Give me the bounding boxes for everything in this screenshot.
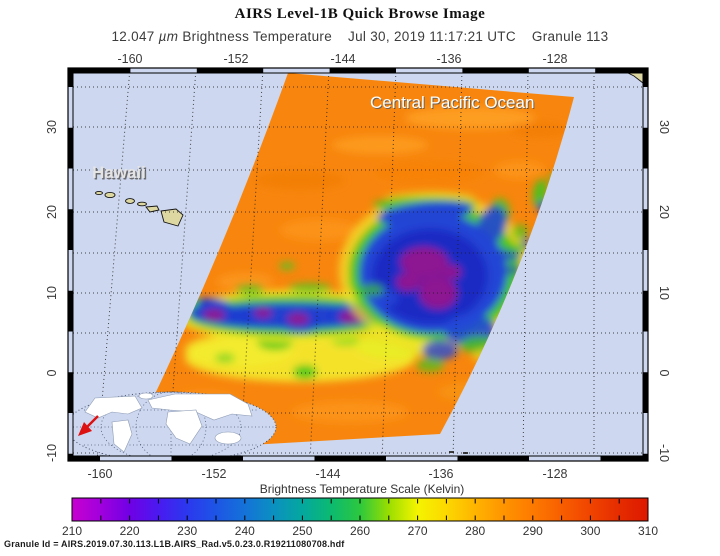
- gridlines: [73, 73, 643, 456]
- hawaii-label-shadow: Hawaii: [94, 165, 148, 184]
- axis-label-right-3: 0: [657, 370, 671, 377]
- colorbar-tick-label: 210: [62, 524, 82, 538]
- colorbar-tick-label: 310: [638, 524, 658, 538]
- colorbar-tick-label: 230: [177, 524, 197, 538]
- colorbar-tick-label: 220: [120, 524, 140, 538]
- colorbar-tick-label: 280: [465, 524, 485, 538]
- region-label-shadow: Central Pacific Ocean: [371, 94, 535, 113]
- axis-label-top-4: -128: [542, 52, 567, 66]
- colorbar-tick-label: 270: [408, 524, 428, 538]
- axis-label-left-1: 20: [45, 205, 59, 219]
- colorbar-tick-label: 240: [235, 524, 255, 538]
- subtitle-granule: Granule 113: [531, 29, 609, 44]
- axis-label-top-2: -144: [330, 52, 355, 66]
- map-frame: [67, 67, 649, 462]
- axis-label-left-2: 10: [45, 286, 59, 300]
- axis-label-right-0: 30: [657, 120, 671, 134]
- axis-label-left-4: -10: [45, 444, 59, 462]
- axis-labels: -160 -152 -144 -136 -128 -160 -152 -144 …: [45, 52, 671, 481]
- colorbar-tick-label: 290: [523, 524, 543, 538]
- colorbar-gradient-bar: [71, 497, 649, 522]
- colorbar-title: Brightness Temperature Scale (Kelvin): [260, 482, 465, 496]
- subtitle-datetime: Jul 30, 2019 11:17:21 UTC: [348, 29, 516, 44]
- granule-id-text: Granule Id = AIRS.2019.07.30.113.L1B.AIR…: [4, 539, 345, 549]
- axis-label-bottom-1: -152: [201, 467, 226, 481]
- colorbar-tick-label: 250: [292, 524, 312, 538]
- data-swath: [127, 73, 574, 452]
- colorbar-tick-label: 300: [580, 524, 600, 538]
- cold-cloud-blobs: [165, 173, 558, 382]
- colorbar-ticks: [71, 499, 649, 520]
- axis-label-top-3: -136: [436, 52, 461, 66]
- axis-label-right-2: 10: [657, 286, 671, 300]
- axis-label-bottom-0: -160: [87, 467, 112, 481]
- subtitle-unit: µm: [158, 29, 179, 44]
- figure-subtitle: 12.047 µm Brightness Temperature Jul 30, …: [0, 29, 720, 44]
- axis-label-right-4: -10: [657, 444, 671, 462]
- axis-label-left-3: 0: [45, 369, 59, 376]
- page-title: AIRS Level-1B Quick Browse Image: [234, 6, 486, 22]
- colorbar-tick-labels: 210 220 230 240 250 260 270 280 290 300 310: [62, 524, 658, 538]
- axis-label-right-1: 20: [657, 205, 671, 219]
- hawaii-label: Hawaii: [92, 163, 146, 182]
- hawaii-islands: [95, 190, 468, 454]
- axis-label-left-0: 30: [45, 120, 59, 134]
- axis-label-top-0: -160: [117, 52, 142, 66]
- subtitle-measure: Brightness Temperature: [182, 29, 333, 44]
- colorbar-tick-label: 260: [350, 524, 370, 538]
- subtitle-wavelength: 12.047: [111, 29, 155, 44]
- coastline-top-right: [627, 73, 643, 84]
- locator-arrow-icon: [78, 415, 99, 436]
- region-label: Central Pacific Ocean: [370, 93, 534, 112]
- axis-label-bottom-2: -144: [315, 467, 340, 481]
- colorbar: Brightness Temperature Scale (Kelvin) 21…: [62, 482, 658, 538]
- axis-label-bottom-4: -128: [542, 467, 567, 481]
- axis-label-top-1: -152: [223, 52, 248, 66]
- inset-world-map: [73, 391, 277, 456]
- axis-label-bottom-3: -136: [428, 467, 453, 481]
